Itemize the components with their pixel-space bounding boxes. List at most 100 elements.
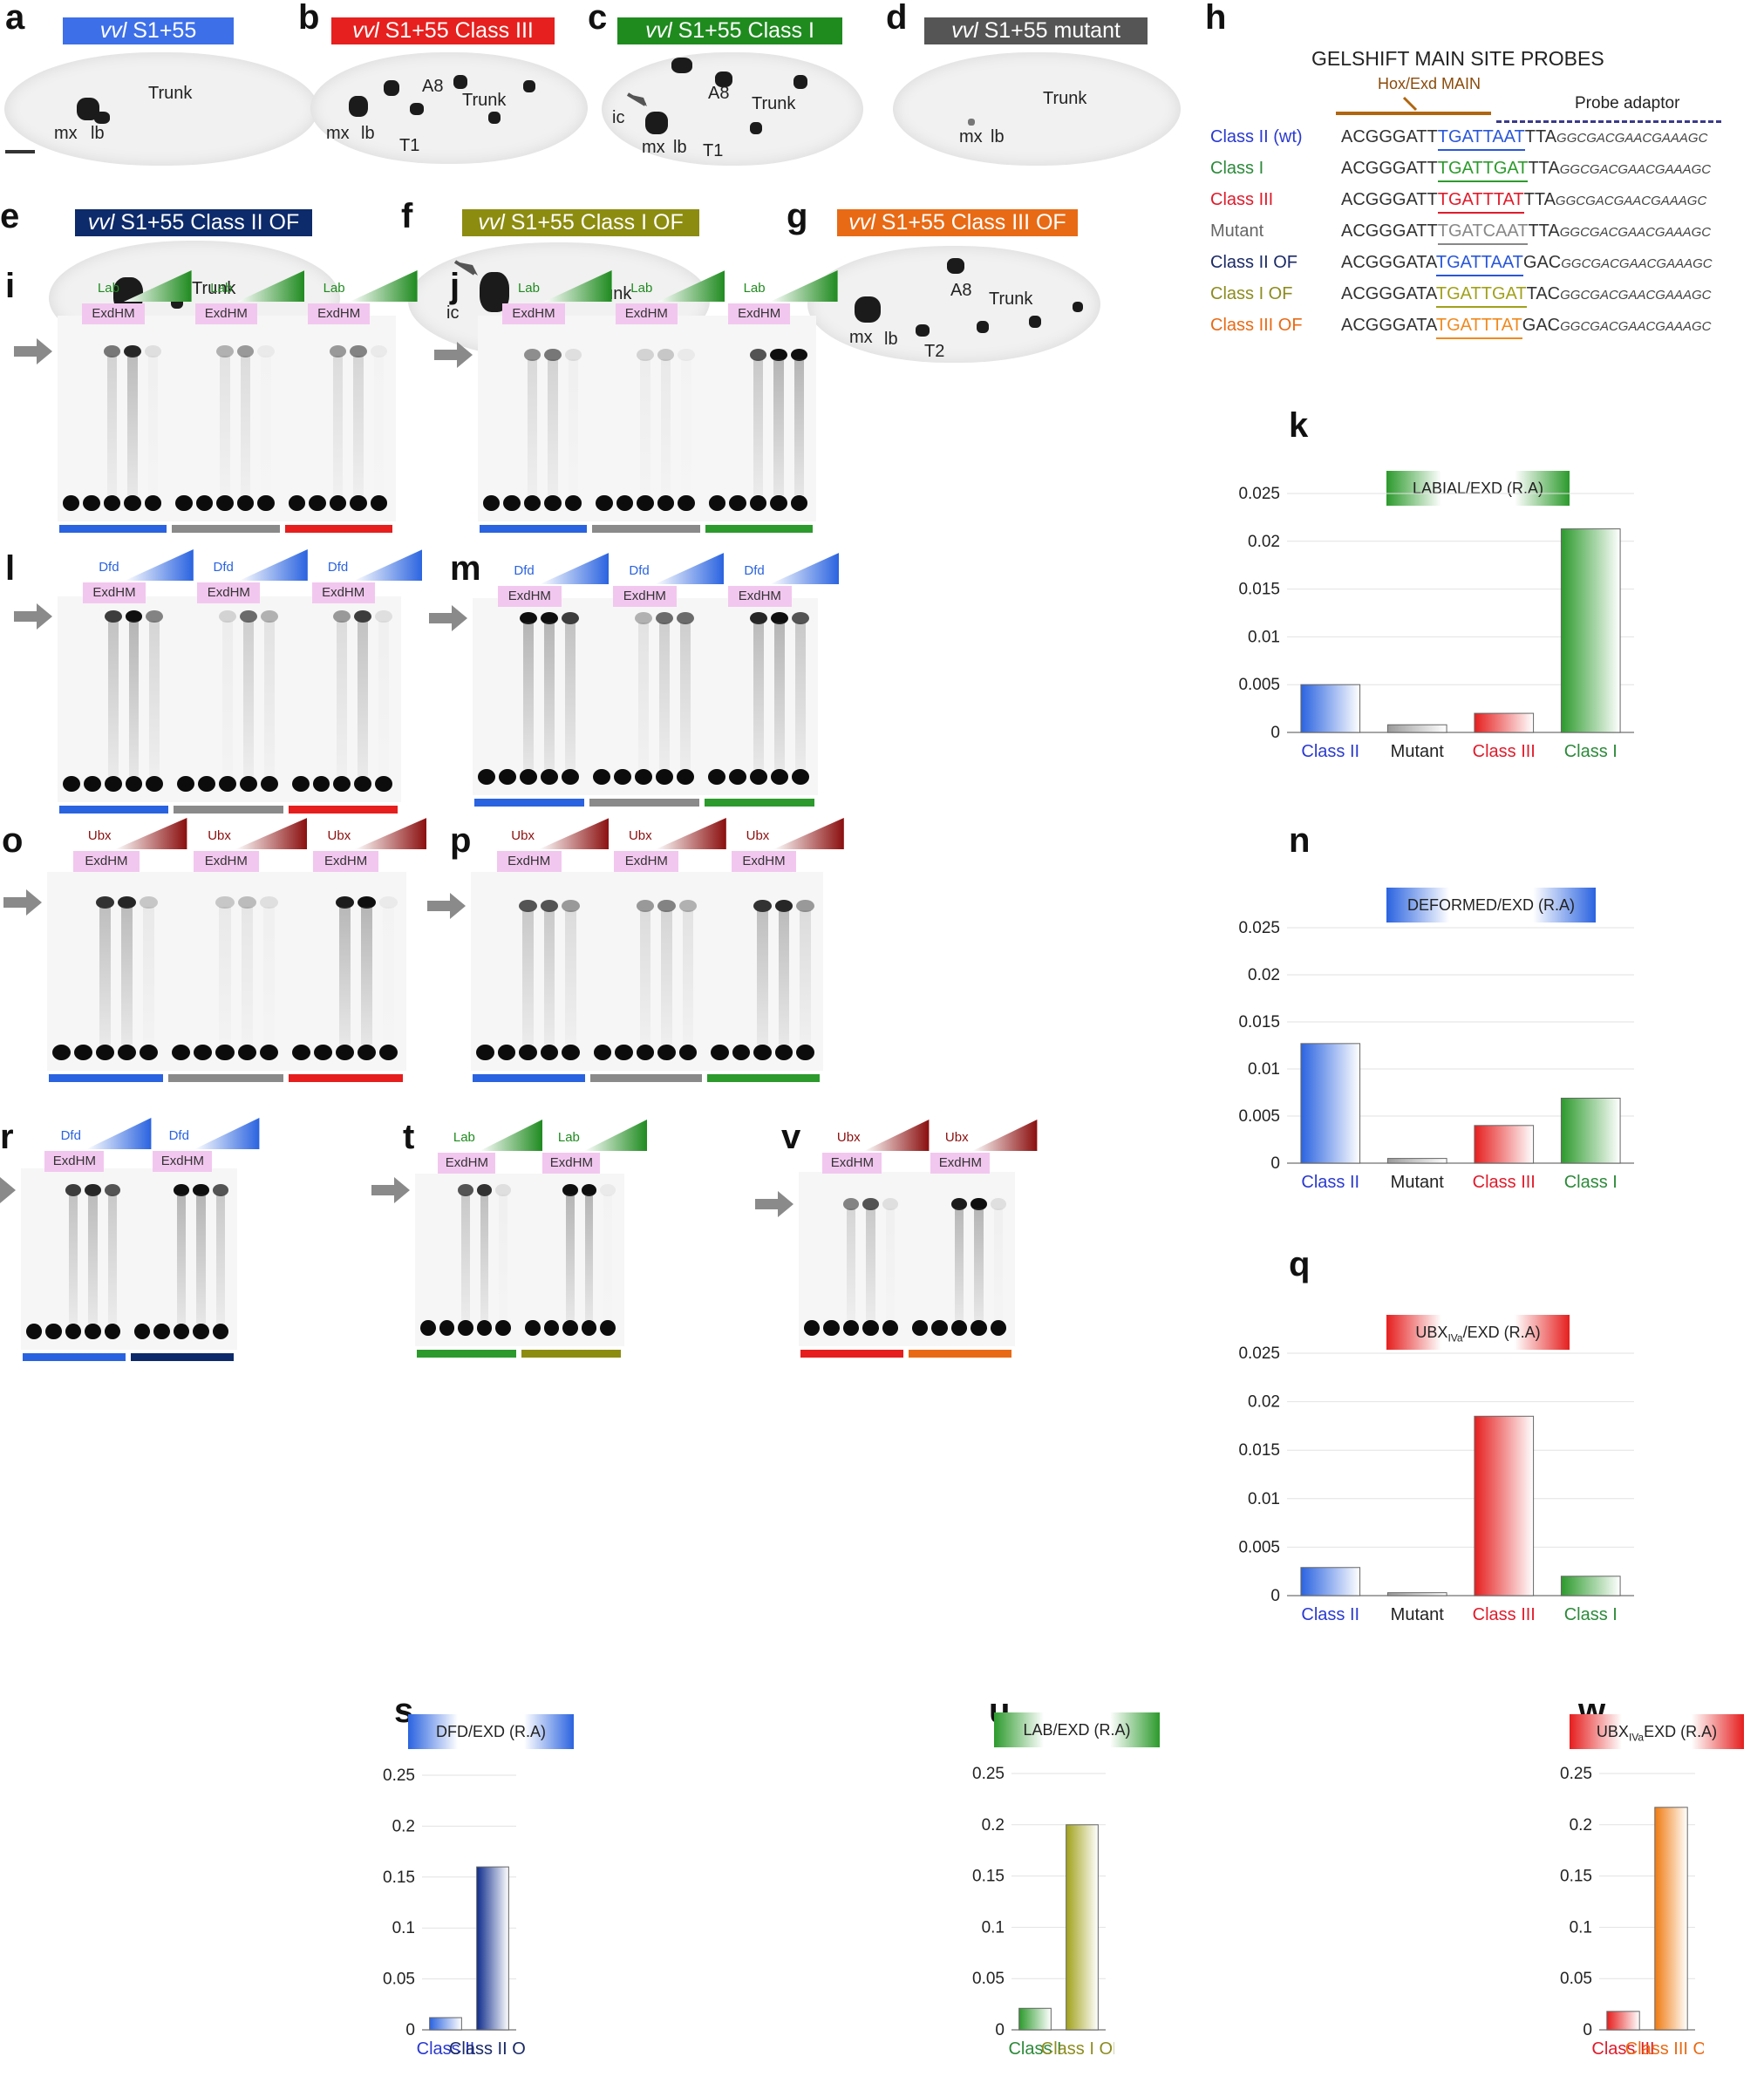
lane-smear [337, 621, 348, 776]
chart-title: UBXIVaEXD (R.A) [1570, 1714, 1744, 1749]
lane-smear [107, 1195, 117, 1324]
free-probe-band [239, 776, 257, 792]
category-label: Class I [1008, 2039, 1061, 2059]
y-tick-label: 0.015 [1238, 581, 1280, 599]
complex-band [637, 349, 654, 361]
concentration-wedge [194, 1118, 260, 1149]
lane-smear [215, 1195, 225, 1324]
free-probe-band [194, 1045, 213, 1060]
seq-suffix: TTA [1523, 190, 1556, 209]
hox-protein-label: Lab [210, 281, 233, 296]
free-probe-band [96, 1045, 115, 1060]
embryo-label: lb [91, 124, 105, 143]
free-probe-band [216, 495, 234, 511]
free-probe-band [729, 495, 746, 511]
complex-band [124, 345, 141, 357]
probe-color-bar [800, 1350, 903, 1358]
free-probe-band [540, 1045, 559, 1060]
lane-smear [682, 910, 694, 1045]
bar [1560, 1576, 1621, 1596]
complex-arrow-icon [434, 342, 473, 368]
exd-label: ExdHM [73, 851, 140, 872]
complex-band [600, 1184, 616, 1196]
free-probe-band [236, 495, 255, 511]
lane-smear [638, 623, 649, 769]
chart-title-tail: /EXD (R.A) [1462, 1324, 1541, 1341]
lane-smear [522, 910, 534, 1045]
embryo-label: T1 [399, 136, 420, 155]
probe-sequence: ACGGGATTTGATTTATTTAGGCGACGAACGAAAGC [1341, 190, 1706, 214]
free-probe-band [177, 776, 195, 792]
y-tick-label: 0.02 [1248, 966, 1280, 984]
lane-smear [974, 1208, 984, 1320]
panel-letter: p [450, 821, 472, 860]
lane-smear [358, 621, 369, 776]
complex-band [96, 896, 115, 909]
free-probe-band [329, 495, 347, 511]
complex-band [350, 345, 367, 357]
seq-adaptor: GGCGACGAACGAAAGC [1556, 131, 1708, 146]
complex-band [140, 896, 159, 909]
free-probe-band [291, 1045, 310, 1060]
free-probe-band [543, 1320, 560, 1336]
y-tick-label: 0.01 [1248, 1060, 1280, 1079]
free-probe-band [792, 769, 809, 785]
lane-smear [773, 359, 784, 495]
lane-smear [242, 621, 254, 776]
probe-color-bar [592, 525, 700, 533]
free-probe-band [564, 495, 582, 511]
chart-title: UBXIVa/EXD (R.A) [1386, 1315, 1570, 1350]
exd-label: ExdHM [502, 303, 565, 324]
lane-smear [640, 359, 650, 495]
probe-color-bar [59, 525, 167, 533]
free-probe-band [219, 776, 236, 792]
probe-color-bar [705, 799, 814, 807]
concentration-wedge [657, 270, 725, 302]
seq-suffix: TAC [1526, 284, 1561, 303]
embryo-label: mx [849, 328, 873, 347]
lane-smear [220, 356, 230, 495]
y-tick-label: 0 [1270, 724, 1280, 742]
free-probe-band [562, 1320, 578, 1336]
concentration-wedge [540, 553, 610, 584]
concentration-wedge [239, 549, 309, 581]
free-probe-band [153, 1324, 170, 1339]
probe-color-bar [23, 1353, 126, 1361]
hox-protein-label: Ubx [628, 828, 652, 843]
gel-image [473, 598, 818, 795]
complex-band [678, 349, 695, 361]
complex-band [677, 612, 694, 624]
seq-core-site: TGATTAAT [1437, 127, 1525, 151]
probe-color-bar [288, 806, 398, 814]
lane-smear [378, 621, 389, 776]
concentration-wedge [584, 1120, 648, 1151]
concentration-wedge [86, 1118, 152, 1149]
category-label: Class III OF [1625, 2039, 1704, 2059]
category-label: Class III [1473, 1605, 1536, 1624]
embryo-label: A8 [708, 84, 730, 103]
free-probe-band [562, 769, 579, 785]
free-probe-band [615, 1045, 633, 1060]
free-probe-band [335, 1045, 354, 1060]
embryo-title: vvl S1+55 mutant [924, 17, 1148, 44]
complex-band [562, 900, 580, 912]
complex-band [790, 349, 807, 361]
complex-band [657, 349, 675, 361]
seq-prefix: ACGGGATA [1341, 253, 1436, 272]
y-tick-label: 0.05 [383, 1971, 415, 1989]
probe-color-bar [284, 525, 392, 533]
complex-band [144, 345, 162, 357]
probe-color-bar [168, 1074, 283, 1082]
y-tick-label: 0.15 [972, 1868, 1005, 1886]
lane-smear [338, 907, 351, 1045]
lane-smear [954, 1208, 964, 1320]
probe-color-bar [707, 1074, 820, 1082]
complex-band [770, 349, 787, 361]
free-probe-band [124, 495, 141, 511]
panel-letter: t [403, 1118, 415, 1156]
lane-smear [128, 621, 140, 776]
category-label: Class II [417, 2039, 475, 2059]
free-probe-band [476, 1045, 494, 1060]
bar-chart-svg: 0 0.005 0.01 0.015 0.02 0.025 Class II Mutant Cl… [1238, 919, 1634, 1192]
